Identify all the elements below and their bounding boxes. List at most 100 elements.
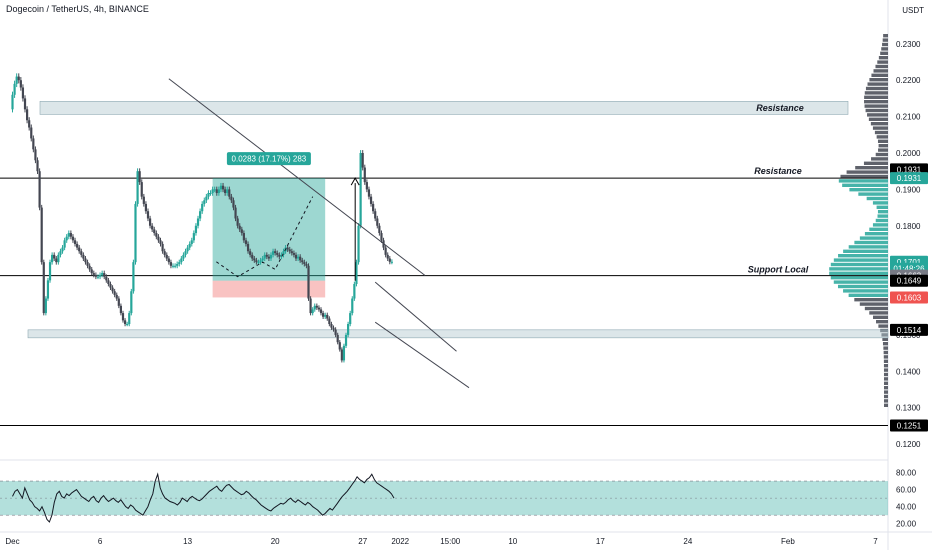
candle-body bbox=[226, 189, 229, 194]
time-tick-label: 27 bbox=[358, 537, 367, 546]
channel-upper bbox=[374, 281, 457, 352]
candles-layer bbox=[11, 73, 393, 363]
candle-body bbox=[359, 152, 362, 226]
volume-profile-bar bbox=[883, 377, 888, 381]
candle-body bbox=[338, 342, 341, 350]
candle-body bbox=[51, 254, 54, 263]
volume-profile-bar bbox=[883, 381, 888, 385]
candle-body bbox=[336, 334, 339, 343]
volume-profile-bar bbox=[877, 210, 888, 214]
channel-lower bbox=[374, 321, 470, 389]
candle-body bbox=[211, 189, 214, 194]
price-badge-label: 01:48:26 bbox=[893, 265, 925, 274]
volume-profile-bar bbox=[873, 69, 888, 73]
candle-body bbox=[128, 313, 131, 325]
resistance-upper-label: Resistance bbox=[756, 103, 804, 113]
candle-body bbox=[171, 265, 175, 267]
candle-body bbox=[40, 207, 43, 263]
candle-body bbox=[132, 262, 135, 292]
price-badge bbox=[890, 323, 928, 336]
candle-body bbox=[130, 291, 133, 314]
volume-profile-bar bbox=[843, 289, 888, 293]
candle-body bbox=[88, 265, 91, 270]
volume-profile-bar bbox=[876, 135, 888, 139]
candle-body bbox=[367, 189, 371, 197]
rsi-tick-label: 80.00 bbox=[896, 469, 917, 478]
price-badge-label: 0.1603 bbox=[897, 293, 922, 302]
resistance-zone bbox=[39, 101, 849, 115]
volume-profile-bar bbox=[848, 245, 888, 249]
candle-body bbox=[390, 261, 393, 263]
rsi-line bbox=[12, 472, 395, 523]
candle-body bbox=[238, 225, 241, 230]
price-badge-label: 0.1931 bbox=[897, 174, 922, 183]
rsi-tick-label: 60.00 bbox=[896, 486, 917, 495]
candle-body bbox=[15, 76, 18, 84]
volume-profile-bar bbox=[877, 214, 888, 218]
candle-body bbox=[386, 254, 389, 259]
candle-body bbox=[269, 254, 273, 259]
candle-body bbox=[69, 233, 72, 237]
candle-body bbox=[140, 182, 143, 197]
candle-body bbox=[126, 324, 129, 326]
candle-body bbox=[203, 200, 206, 204]
candle-body bbox=[201, 203, 204, 212]
candle-body bbox=[107, 280, 110, 284]
candle-body bbox=[184, 251, 187, 255]
candle-body bbox=[253, 258, 256, 261]
candle-body bbox=[303, 262, 306, 264]
candle-body bbox=[290, 251, 293, 254]
volume-profile-bar bbox=[833, 258, 888, 262]
candle-body bbox=[23, 98, 27, 110]
candle-body bbox=[317, 307, 321, 310]
candle-body bbox=[244, 240, 248, 244]
volume-profile-bar bbox=[872, 223, 888, 227]
time-tick-label: Dec bbox=[5, 537, 19, 546]
volume-profile-bar bbox=[837, 284, 888, 289]
candle-body bbox=[11, 94, 14, 110]
volume-profile-bar bbox=[878, 324, 888, 328]
price-tick-label: 0.2200 bbox=[896, 76, 921, 85]
volume-profile-bar bbox=[882, 337, 888, 341]
volume-profile-bar bbox=[883, 403, 888, 407]
candle-body bbox=[376, 218, 379, 226]
volume-profile-bar bbox=[875, 64, 888, 69]
time-axis: Dec 6 13 20 27 2022 15:00 10 17 24 Feb 7 bbox=[5, 537, 878, 546]
volume-profile-bar bbox=[864, 91, 888, 95]
candle-body bbox=[73, 240, 77, 244]
candle-body bbox=[82, 254, 85, 259]
time-tick-label: 17 bbox=[596, 537, 605, 546]
candle-body bbox=[251, 254, 254, 259]
price-tick-label: 0.1800 bbox=[896, 222, 921, 231]
candle-body bbox=[271, 251, 275, 255]
price-badge bbox=[890, 172, 928, 185]
volume-profile-bar bbox=[830, 276, 888, 280]
candle-body bbox=[25, 109, 29, 121]
volume-profile-bar bbox=[858, 192, 888, 196]
price-tick-label: 0.1200 bbox=[896, 440, 921, 449]
volume-profile-bar bbox=[883, 359, 888, 363]
chart-title: Dogecoin / TetherUS, 4h, BINANCE bbox=[6, 4, 149, 14]
volume-profile-bar bbox=[854, 298, 888, 302]
volume-profile-bar bbox=[883, 355, 888, 359]
volume-profile-bar bbox=[849, 188, 888, 192]
candle-body bbox=[76, 243, 79, 248]
volume-profile-bar bbox=[874, 130, 888, 135]
candle-body bbox=[142, 196, 145, 204]
price-badge bbox=[890, 291, 928, 304]
volume-profile-bar bbox=[882, 42, 888, 47]
candle-body bbox=[240, 229, 243, 234]
candle-body bbox=[53, 254, 56, 259]
candle-body bbox=[159, 240, 162, 244]
position-label: 0.0283 (17.17%) 283 bbox=[232, 155, 307, 164]
candle-body bbox=[155, 233, 158, 237]
candle-body bbox=[365, 182, 368, 190]
candle-body bbox=[292, 253, 296, 255]
candle-body bbox=[344, 334, 348, 346]
volume-profile-bar bbox=[880, 328, 888, 333]
candle-body bbox=[213, 189, 216, 191]
rsi-tick-label: 20.00 bbox=[896, 520, 917, 529]
volume-profile-bar bbox=[883, 394, 888, 399]
